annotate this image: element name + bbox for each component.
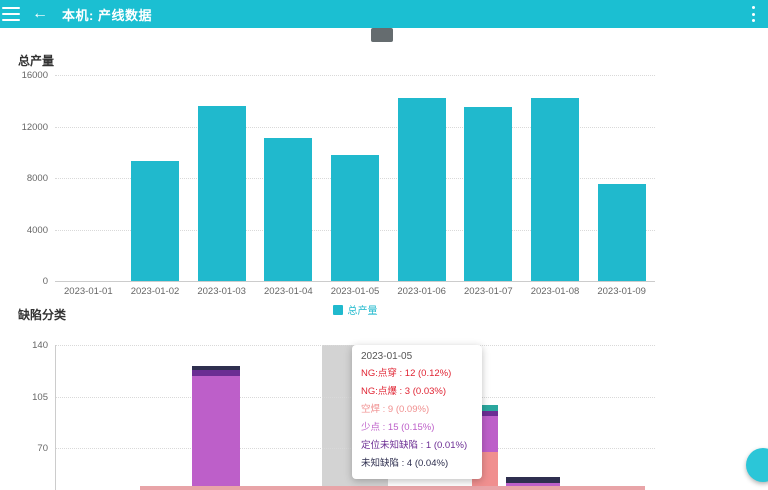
x-axis-tick-label: 2023-01-06: [397, 286, 446, 297]
y-axis-tick-label: 105: [32, 391, 48, 403]
defect-bar-segment[interactable]: [472, 411, 498, 416]
x-axis-tick-label: 2023-01-08: [530, 286, 580, 297]
tooltip-row: 少点 : 15 (0.15%): [361, 422, 435, 433]
tooltip-row: 空焊 : 9 (0.09%): [361, 404, 430, 415]
x-axis-tick-label: 2023-01-03: [197, 286, 246, 297]
y-axis-tick-label: 140: [32, 340, 48, 351]
x-axis-tick-label: 2023-01-09: [597, 286, 646, 297]
total-production-bar[interactable]: [464, 107, 513, 281]
dropdown-remnant: [371, 28, 393, 42]
tooltip-row: 未知缺陷 : 4 (0.04%): [361, 458, 449, 469]
legend-swatch: [332, 304, 343, 315]
x-axis-line: [55, 281, 655, 282]
y-axis-tick-label: 12000: [21, 121, 48, 133]
tooltip-row: NG:点穿 : 12 (0.12%): [361, 368, 452, 379]
total-production-bar[interactable]: [597, 184, 646, 281]
chart1-title: 总产量: [18, 54, 55, 68]
x-axis-tick-label: 2023-01-01: [64, 286, 113, 297]
x-axis-tick-label: 2023-01-05: [330, 286, 380, 297]
chart-tooltip: 2023-01-05 NG:点穿 : 12 (0.12%) NG:点爆 : 3 (…: [352, 345, 482, 479]
x-axis-tick-label: 2023-01-02: [130, 286, 180, 297]
floating-action-button[interactable]: [746, 448, 768, 482]
legend-label: 总产量: [347, 306, 378, 317]
y-axis-tick-label: 0: [42, 276, 48, 287]
legend-total-production[interactable]: 总产量: [55, 302, 655, 317]
y-axis-tick-label: 4000: [26, 224, 48, 236]
gridline: [55, 126, 655, 128]
total-production-bar[interactable]: [131, 161, 179, 281]
defect-bar-segment[interactable]: [192, 370, 240, 376]
chart2-title: 缺陷分类: [18, 308, 67, 322]
defect-bar-segment[interactable]: [506, 477, 560, 484]
total-production-bar[interactable]: [331, 154, 379, 281]
tooltip-row: NG:点爆 : 3 (0.03%): [361, 386, 446, 397]
total-production-bar[interactable]: [397, 98, 446, 281]
app-bar: ← 本机: 产线数据: [0, 0, 768, 28]
y-axis-line: [55, 345, 56, 490]
y-axis-tick-label: 70: [37, 443, 48, 454]
defect-bar-segment[interactable]: [192, 375, 240, 490]
partially-visible-bars: [140, 486, 645, 490]
y-axis-tick-label: 8000: [26, 173, 48, 184]
y-axis-tick-label: 16000: [21, 70, 48, 81]
page-title: 本机: 产线数据: [62, 7, 152, 23]
total-production-bar[interactable]: [264, 138, 313, 281]
gridline: [55, 75, 655, 76]
back-icon[interactable]: ←: [32, 5, 48, 22]
menu-icon[interactable]: [2, 7, 20, 21]
total-production-bar[interactable]: [197, 105, 246, 281]
x-axis-tick-label: 2023-01-07: [464, 286, 513, 297]
x-axis-tick-label: 2023-01-04: [264, 286, 313, 297]
defect-bar-segment[interactable]: [472, 405, 498, 412]
overflow-menu-icon[interactable]: [752, 6, 756, 22]
defect-bar-segment[interactable]: [192, 365, 240, 370]
tooltip-title: 2023-01-05: [361, 351, 413, 362]
total-production-bar[interactable]: [531, 98, 579, 281]
tooltip-row: 定位未知缺陷 : 1 (0.01%): [361, 440, 468, 451]
